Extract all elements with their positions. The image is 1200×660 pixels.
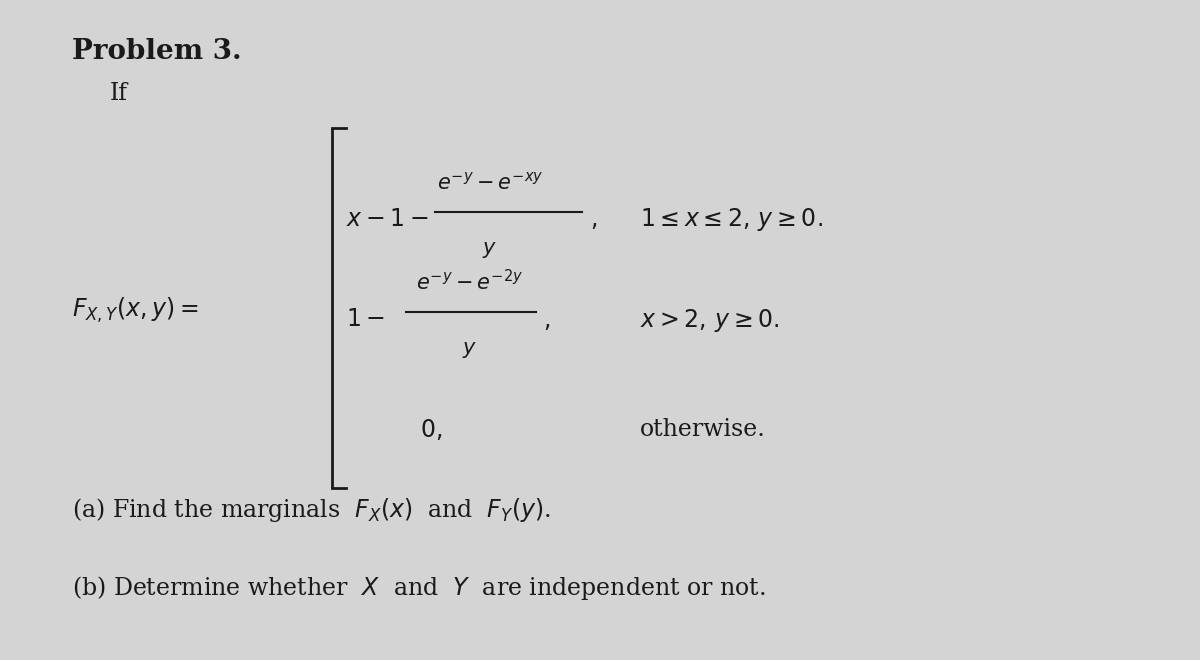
Text: $1\leq x\leq 2,\,y\geq 0.$: $1\leq x\leq 2,\,y\geq 0.$: [640, 207, 823, 234]
Text: (a) Find the marginals  $F_X(x)$  and  $F_Y(y)$.: (a) Find the marginals $F_X(x)$ and $F_Y…: [72, 496, 551, 524]
Text: $x>2,\,y\geq 0.$: $x>2,\,y\geq 0.$: [640, 306, 780, 333]
Text: $,$: $,$: [542, 308, 550, 331]
Text: $1-$: $1-$: [346, 308, 385, 331]
Text: $y$: $y$: [462, 340, 478, 360]
Text: $e^{-y}-e^{-xy}$: $e^{-y}-e^{-xy}$: [437, 171, 544, 193]
Text: $0,$: $0,$: [420, 418, 442, 442]
Text: $e^{-y}-e^{-2y}$: $e^{-y}-e^{-2y}$: [416, 269, 523, 294]
Text: If: If: [110, 82, 128, 105]
Text: $y$: $y$: [482, 240, 498, 260]
Text: $F_{X,Y}(x,y) =$: $F_{X,Y}(x,y) =$: [72, 296, 198, 325]
Text: (b) Determine whether  $X$  and  $Y$  are independent or not.: (b) Determine whether $X$ and $Y$ are in…: [72, 574, 766, 602]
Text: Problem 3.: Problem 3.: [72, 38, 241, 65]
Text: $x-1-$: $x-1-$: [346, 209, 428, 232]
Text: $,$: $,$: [590, 209, 598, 232]
Text: otherwise.: otherwise.: [640, 418, 766, 442]
